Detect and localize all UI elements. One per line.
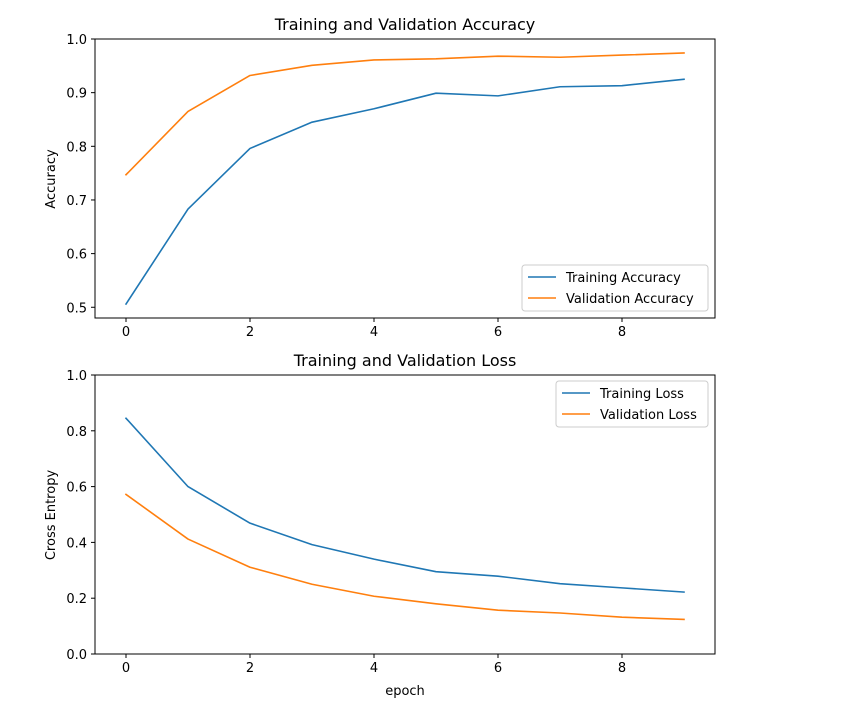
- loss-y-tick-label: 0.2: [66, 592, 87, 607]
- loss-subplot: Training and Validation Loss Cross Entro…: [44, 351, 716, 699]
- accuracy-y-axis-label: Accuracy: [44, 149, 59, 209]
- loss-legend-label-1: Validation Loss: [600, 408, 697, 423]
- loss-y-axis-label: Cross Entropy: [44, 470, 59, 561]
- loss-x-tick-label: 0: [122, 661, 130, 676]
- accuracy-y-tick-label: 0.9: [66, 87, 87, 102]
- accuracy-x-tick-label: 6: [494, 325, 502, 340]
- accuracy-y-tick-label: 0.7: [66, 194, 87, 209]
- loss-y-tick-label: 1.0: [66, 369, 87, 384]
- loss-series-line-0: [124, 417, 685, 593]
- accuracy-chart-title: Training and Validation Accuracy: [274, 15, 536, 34]
- loss-x-tick-label: 4: [370, 661, 378, 676]
- loss-x-axis-label: epoch: [385, 684, 425, 699]
- loss-x-tick-label: 2: [246, 661, 254, 676]
- loss-y-ticks: 0.0 0.2 0.4 0.6 0.8 1.0: [66, 369, 95, 663]
- loss-series-line-1: [124, 493, 685, 621]
- accuracy-y-tick-label: 1.0: [66, 33, 87, 48]
- accuracy-axes-frame: [94, 38, 716, 319]
- accuracy-series-line-1: [124, 52, 685, 176]
- accuracy-y-tick-label: 0.5: [66, 301, 87, 316]
- accuracy-legend-box: [521, 264, 709, 312]
- accuracy-y-tick-label: 0.6: [66, 248, 87, 263]
- loss-y-tick-label: 0.0: [66, 648, 87, 663]
- loss-y-tick-label: 0.8: [66, 425, 87, 440]
- loss-x-tick-label: 8: [618, 661, 626, 676]
- accuracy-series-line-0: [124, 78, 685, 306]
- accuracy-legend: Training Accuracy Validation Accuracy: [521, 264, 709, 312]
- accuracy-x-ticks: 0 2 4 6 8: [122, 318, 626, 340]
- loss-y-tick-label: 0.6: [66, 481, 87, 496]
- accuracy-legend-label-0: Training Accuracy: [565, 271, 681, 286]
- accuracy-y-tick-label: 0.8: [66, 140, 87, 155]
- loss-series-group: [124, 417, 685, 621]
- accuracy-x-tick-label: 0: [122, 325, 130, 340]
- loss-chart-title: Training and Validation Loss: [293, 351, 517, 370]
- accuracy-x-tick-label: 2: [246, 325, 254, 340]
- accuracy-series-group: [124, 52, 685, 306]
- accuracy-x-tick-label: 4: [370, 325, 378, 340]
- accuracy-x-tick-label: 8: [618, 325, 626, 340]
- loss-y-tick-label: 0.4: [66, 536, 87, 551]
- loss-legend: Training Loss Validation Loss: [555, 380, 709, 428]
- accuracy-subplot: Training and Validation Accuracy Accurac…: [44, 15, 716, 340]
- accuracy-legend-label-1: Validation Accuracy: [566, 292, 694, 307]
- loss-x-ticks: 0 2 4 6 8: [122, 654, 626, 676]
- accuracy-y-ticks: 0.5 0.6 0.7 0.8 0.9 1.0: [66, 33, 95, 316]
- loss-legend-box: [555, 380, 709, 428]
- loss-axes-frame: [94, 374, 716, 655]
- loss-x-tick-label: 6: [494, 661, 502, 676]
- loss-legend-label-0: Training Loss: [599, 387, 684, 402]
